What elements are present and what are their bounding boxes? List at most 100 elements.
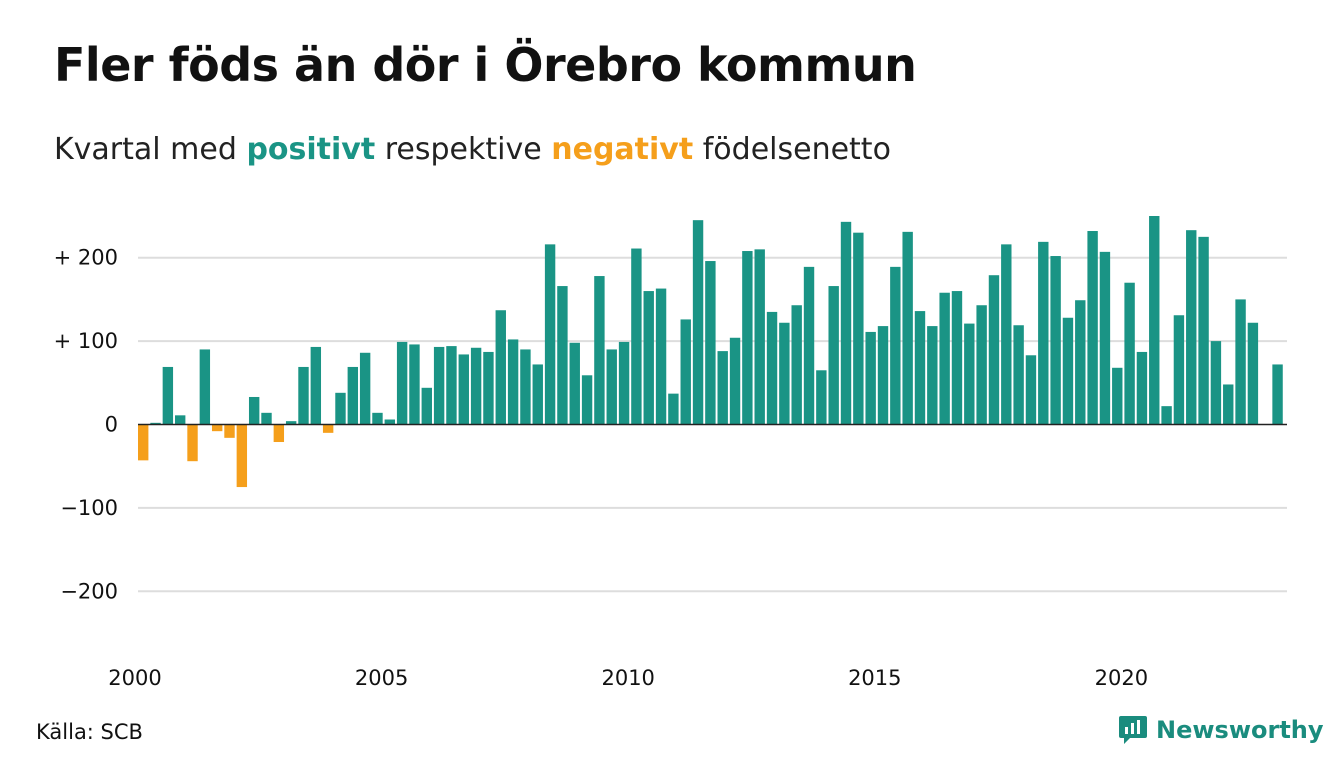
bar	[1173, 315, 1185, 425]
bar	[211, 424, 223, 432]
x-tick-label: 2020	[1095, 666, 1148, 690]
bar	[1001, 244, 1012, 425]
bar	[779, 322, 790, 425]
subtitle-text-3: födelsenetto	[702, 132, 891, 167]
y-tick-label: 0	[105, 413, 118, 437]
bar	[1149, 216, 1160, 425]
bar	[483, 351, 494, 425]
bar	[532, 364, 543, 425]
brand-name: Newsworthy	[1156, 716, 1324, 744]
bar	[199, 349, 211, 425]
bar	[927, 326, 938, 425]
bar	[988, 275, 1000, 425]
x-tick-label: 2010	[601, 666, 654, 690]
bar	[840, 221, 852, 425]
bar	[1210, 341, 1222, 425]
bar	[236, 424, 248, 488]
bar	[581, 375, 593, 425]
bar	[1087, 231, 1098, 425]
x-tick-label: 2000	[108, 666, 161, 690]
bar	[877, 326, 889, 425]
bar	[470, 347, 482, 425]
bar	[174, 415, 186, 425]
bar	[1050, 256, 1061, 425]
subtitle-negative: negativt	[551, 132, 694, 167]
x-tick-label: 2005	[355, 666, 408, 690]
bar	[914, 311, 926, 425]
bar	[951, 291, 963, 425]
bar	[322, 424, 334, 433]
y-axis-labels: + 200 + 100 0 −100 −200	[54, 246, 118, 604]
bar	[1235, 299, 1246, 425]
x-tick-label: 2015	[848, 666, 901, 690]
bar	[372, 412, 383, 425]
subtitle-positive: positivt	[246, 132, 376, 167]
bar	[791, 305, 802, 425]
bar	[816, 370, 827, 425]
bar	[754, 249, 765, 425]
bar	[150, 422, 161, 425]
bar	[1161, 406, 1172, 425]
newsworthy-logo-icon	[1119, 716, 1147, 744]
bar	[544, 244, 556, 425]
bar	[692, 220, 704, 425]
bar	[187, 424, 198, 462]
bar	[729, 337, 741, 425]
bar	[643, 291, 654, 425]
bar	[594, 276, 605, 425]
bar	[507, 339, 519, 425]
bar	[433, 346, 445, 425]
subtitle-text-2: respektive	[384, 132, 542, 167]
bar	[396, 341, 408, 425]
bar	[162, 366, 174, 425]
bar	[298, 366, 309, 425]
bar	[865, 331, 876, 425]
y-tick-label: + 200	[54, 246, 118, 270]
bar	[557, 286, 568, 425]
bar	[717, 351, 728, 425]
bar	[1124, 282, 1135, 425]
bar	[458, 354, 469, 425]
bar	[890, 266, 901, 425]
bar	[939, 292, 950, 425]
bar	[705, 261, 716, 425]
bar	[409, 344, 420, 425]
bar	[976, 305, 987, 425]
bar	[421, 387, 432, 425]
bars	[138, 216, 1283, 488]
bar	[520, 349, 531, 425]
bar	[224, 424, 235, 438]
bar	[273, 424, 285, 443]
brand-logo: Newsworthy	[1118, 714, 1324, 746]
bar	[853, 232, 864, 425]
bar	[569, 342, 580, 425]
bar	[766, 311, 778, 425]
bar	[680, 319, 691, 425]
bar	[1099, 251, 1111, 425]
bar	[446, 346, 457, 425]
bar	[335, 392, 346, 425]
x-axis-labels: 2000 2005 2010 2015 2020	[108, 666, 1148, 690]
bar	[803, 266, 815, 425]
bar	[668, 393, 679, 425]
chart-subtitle: Kvartal med positivt respektive negativt…	[54, 132, 891, 167]
source-note: Källa: SCB	[36, 720, 143, 744]
bar	[1062, 317, 1074, 425]
y-tick-label: −100	[60, 496, 118, 520]
subtitle-text-1: Kvartal med	[54, 132, 237, 167]
bar	[285, 421, 297, 425]
y-tick-label: −200	[60, 579, 118, 603]
bar	[138, 424, 149, 461]
bar	[1272, 364, 1283, 425]
bar	[618, 341, 630, 425]
bar	[1186, 230, 1197, 425]
bar	[261, 412, 272, 425]
bar	[742, 251, 753, 425]
bar	[1025, 355, 1037, 425]
bar	[495, 310, 506, 425]
bar	[1136, 351, 1148, 425]
bar	[248, 396, 260, 425]
bar-chart: + 200 + 100 0 −100 −200 2000 2005 2010 2015 2020	[54, 216, 1287, 690]
bar	[828, 286, 839, 425]
bar	[310, 346, 322, 425]
